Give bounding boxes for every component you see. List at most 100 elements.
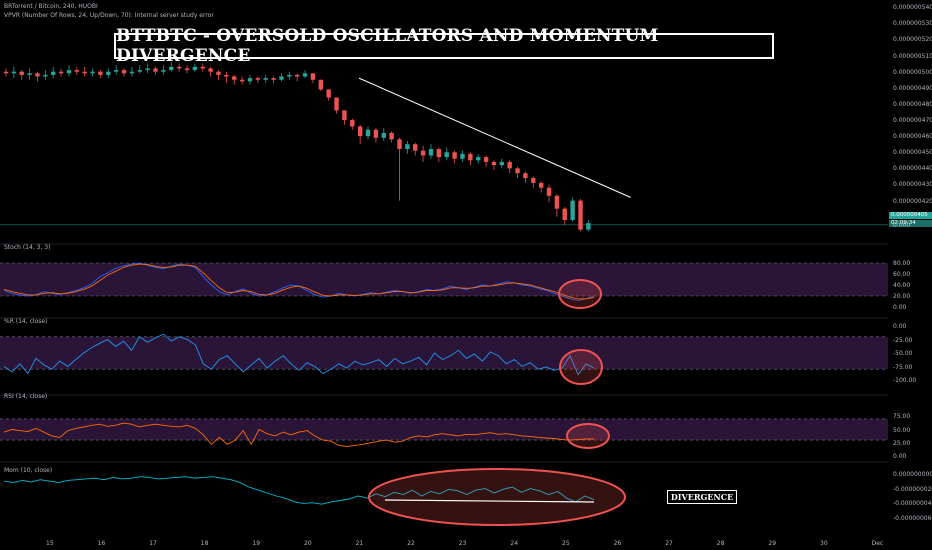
x-tick-label: 22 xyxy=(407,540,415,547)
stoch-tick-label: 40.00 xyxy=(893,282,911,289)
candle-body xyxy=(19,71,24,75)
mom-panel-title: Mom (10, close) xyxy=(4,467,53,474)
rsi-tick-label: 0.00 xyxy=(893,453,907,460)
candle-body xyxy=(263,78,268,80)
stoch-panel-title: Stoch (14, 3, 3) xyxy=(4,244,51,251)
candle-body xyxy=(176,66,182,69)
wr-tick-label: -25.00 xyxy=(893,336,913,344)
candle-body xyxy=(121,70,127,74)
price-tick-label: 0.000000440 xyxy=(893,165,932,173)
rsi-panel-title: RSI (14, close) xyxy=(4,393,48,400)
candle-body xyxy=(483,157,489,162)
candle-body xyxy=(90,71,95,74)
candle-body xyxy=(538,182,544,188)
x-tick-label: 20 xyxy=(304,540,312,547)
candle-body xyxy=(271,78,276,80)
candle-body xyxy=(452,152,457,159)
candle-body xyxy=(82,71,87,74)
candle-body xyxy=(413,144,418,151)
wr-tick-label: -75.00 xyxy=(893,363,913,371)
price-tick-label: 0.000000470 xyxy=(893,117,932,125)
vpvr-line: VPVR (Number Of Rows, 24, Up/Down, 70): … xyxy=(4,12,214,19)
candle-body xyxy=(570,200,575,220)
stoch-tick-label: 80.00 xyxy=(893,260,911,267)
candle-body xyxy=(287,74,292,77)
mom-tick-label: -0.000000040 xyxy=(893,500,932,508)
price-tick-label: 0.000000540 xyxy=(893,4,932,12)
price-tick-label: 0.000000450 xyxy=(893,149,932,157)
x-tick-label: 29 xyxy=(768,540,777,547)
momentum-divergence-ellipse xyxy=(368,468,626,526)
price-tick-label: 0.000000430 xyxy=(893,181,932,189)
candle-body xyxy=(279,76,284,80)
mom-tick-label: -0.000000020 xyxy=(893,485,932,493)
stoch-oversold-ellipse xyxy=(558,279,602,309)
price-tick-label: 0.000000510 xyxy=(893,52,932,60)
oscillator-band xyxy=(0,263,888,296)
resistance-trendline xyxy=(358,77,631,198)
candle-body xyxy=(255,78,261,80)
price-tick-label: 0.000000500 xyxy=(893,68,932,76)
x-tick-label: 26 xyxy=(613,540,622,547)
partial-price-label: 0.000 xyxy=(893,222,911,229)
candle-body xyxy=(326,89,331,98)
x-tick-label: 23 xyxy=(458,540,467,547)
grid-lines xyxy=(0,224,888,463)
candle-body xyxy=(192,66,198,71)
candle-body xyxy=(428,149,434,156)
candle-body xyxy=(546,187,552,196)
rsi-series-0 xyxy=(3,422,594,447)
candle-body xyxy=(113,70,119,72)
candle-body xyxy=(27,73,32,75)
candle-body xyxy=(145,68,150,71)
candle-body xyxy=(554,195,560,209)
x-tick-label: Dec xyxy=(871,540,884,547)
candle-body xyxy=(66,70,72,74)
candle-body xyxy=(523,173,528,179)
countdown-tag: 02:09:34 xyxy=(889,220,932,227)
price-tick-label: 0.000000530 xyxy=(893,20,932,28)
mom-tick-label: -0.000000060 xyxy=(893,515,932,523)
price-tick-label: 0.000000520 xyxy=(893,36,932,44)
candle-body xyxy=(3,71,9,74)
chart-annotation-title: BTTBTC - OVERSOLD OSCILLATORS AND MOMENT… xyxy=(114,26,774,66)
x-tick-label: 28 xyxy=(716,540,725,547)
candle-body xyxy=(350,120,355,127)
oscillator-band xyxy=(0,336,888,370)
price-tick-label: 0.000000460 xyxy=(893,133,932,141)
candle-body xyxy=(342,110,347,121)
candle-body xyxy=(74,70,80,72)
candle-body xyxy=(169,66,174,71)
oscillator-band xyxy=(0,418,888,441)
x-tick-label: 30 xyxy=(820,540,828,547)
candle-body xyxy=(153,68,158,72)
x-tick-label: 19 xyxy=(252,540,261,547)
candle-body xyxy=(389,132,394,140)
x-tick-label: 27 xyxy=(665,540,673,547)
candle-body xyxy=(318,79,323,90)
candle-body xyxy=(476,157,481,161)
x-tick-label: 17 xyxy=(149,540,157,547)
mom-series-0 xyxy=(3,476,595,505)
candle-body xyxy=(586,223,591,230)
candle-body xyxy=(444,152,449,158)
candle-body xyxy=(405,144,410,150)
candle-body xyxy=(436,149,442,158)
candle-body xyxy=(98,71,103,75)
candle-body xyxy=(294,74,300,77)
candle-body xyxy=(515,168,520,174)
x-tick-label: 25 xyxy=(562,540,570,547)
oscillator-lines xyxy=(3,262,595,505)
candle-body xyxy=(310,73,316,80)
stoch-tick-label: 20.00 xyxy=(893,293,911,300)
candle-body xyxy=(208,68,213,72)
candle-body xyxy=(224,74,229,77)
candle-body xyxy=(200,66,205,69)
candle-body xyxy=(232,76,237,80)
stoch-tick-label: 60.00 xyxy=(893,271,911,278)
wr-tick-label: -50.00 xyxy=(893,350,913,357)
candle-body xyxy=(507,161,512,169)
candle-body xyxy=(184,68,190,71)
stoch-tick-label: 0.00 xyxy=(893,304,907,311)
candle-body xyxy=(137,70,142,72)
